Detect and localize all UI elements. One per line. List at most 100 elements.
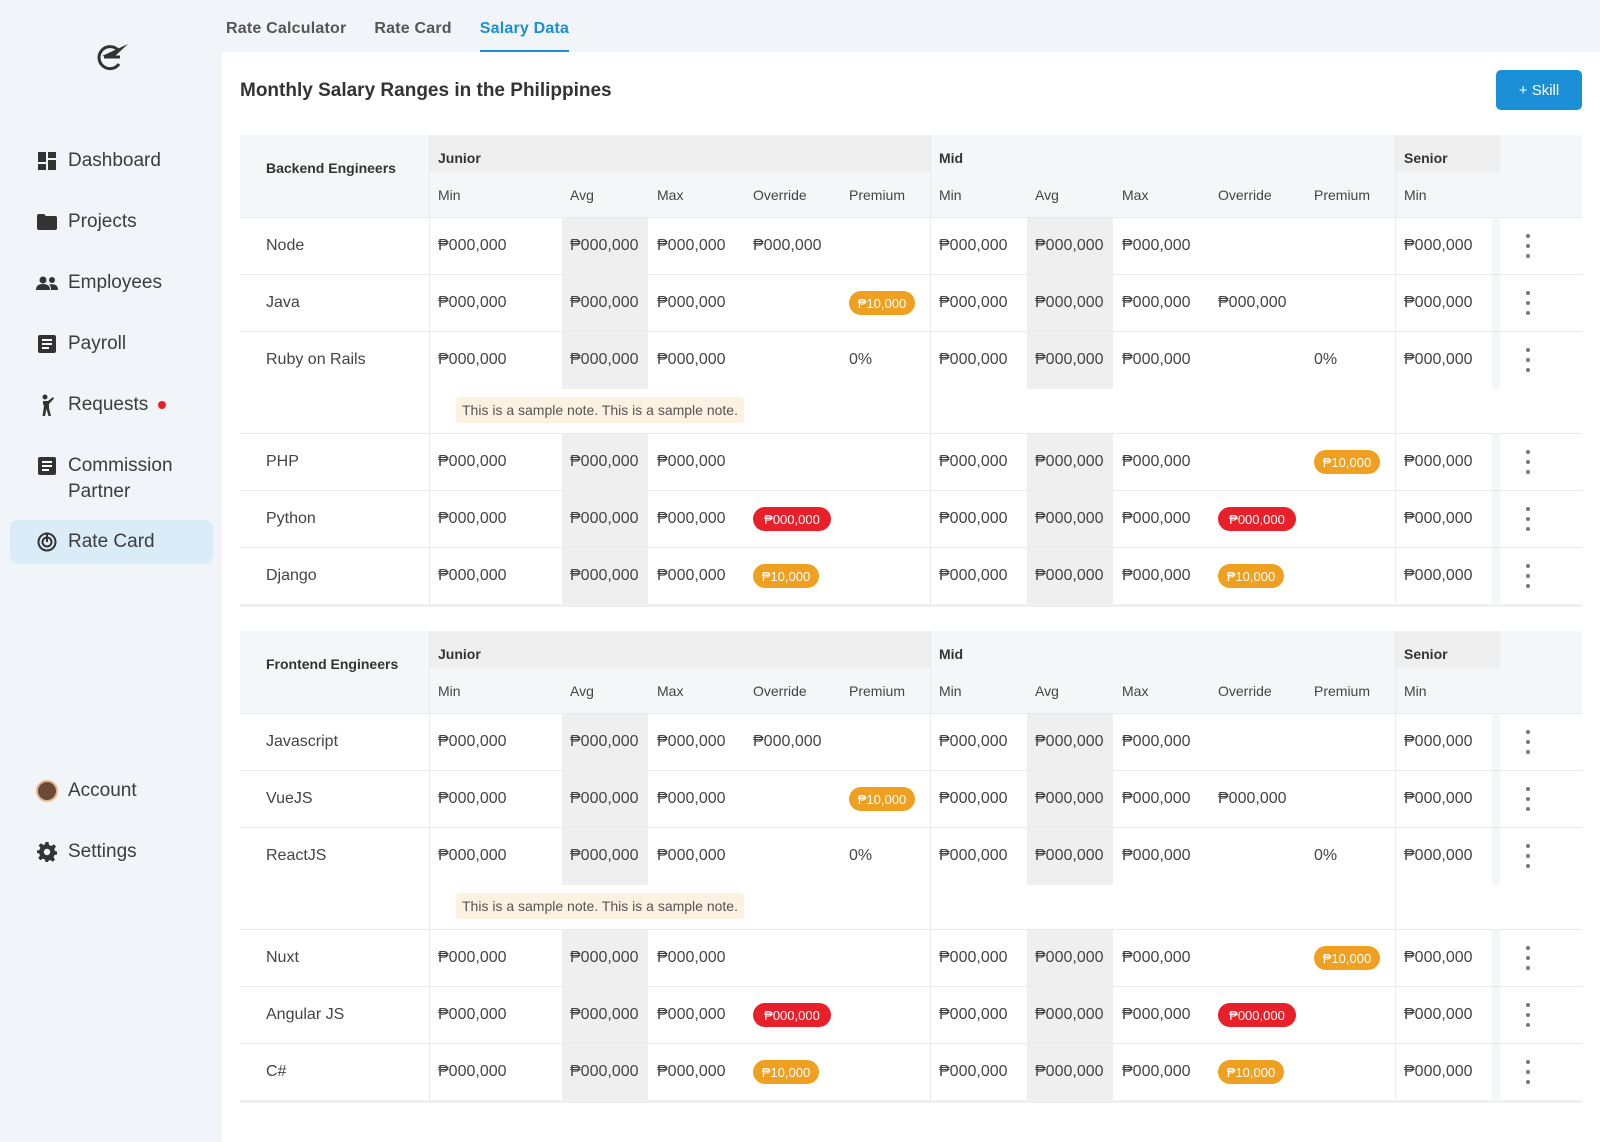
junior-min-cell: ₱000,000 <box>438 949 507 966</box>
mid-min-cell: ₱000,000 <box>939 949 1008 966</box>
kebab-menu-icon[interactable] <box>1526 1003 1530 1027</box>
column-header-mid-override: Override <box>1218 187 1272 203</box>
row-gutter <box>1492 987 1500 1044</box>
junior-min-cell: ₱000,000 <box>438 351 507 368</box>
column-divider <box>1395 771 1396 827</box>
tab-bar: Rate Calculator Rate Card Salary Data <box>226 0 597 52</box>
column-header-junior-premium: Premium <box>849 683 906 699</box>
red-badge: ₱000,000 <box>753 1003 831 1027</box>
orange-badge: ₱10,000 <box>849 291 915 315</box>
red-badge: ₱000,000 <box>1218 1003 1296 1027</box>
row-gutter <box>1492 828 1500 885</box>
avg-column-band <box>1027 332 1113 389</box>
orange-badge: ₱10,000 <box>1314 946 1380 970</box>
row-gutter <box>1492 218 1500 275</box>
sidebar-item-projects[interactable]: Projects <box>10 197 213 247</box>
mid-max-cell: ₱000,000 <box>1122 733 1191 750</box>
column-divider <box>429 631 430 713</box>
sidebar-icon-slot <box>36 331 58 357</box>
orange-badge: ₱10,000 <box>753 1060 819 1084</box>
sidebar-item-commission-partner[interactable]: Commission Partner <box>10 441 213 517</box>
column-header-junior-override: Override <box>753 187 807 203</box>
table-row[interactable]: Python ₱000,000 ₱000,000 ₱000,000 ₱000,000 ₱0… <box>240 490 1582 548</box>
kebab-menu-icon[interactable] <box>1526 844 1530 868</box>
column-divider <box>1395 631 1396 713</box>
table-row[interactable]: VueJS ₱000,000 ₱000,000 ₱000,000 ₱10,000 ₱000… <box>240 770 1582 828</box>
gear-icon <box>37 842 57 862</box>
mid-min-cell: ₱000,000 <box>939 567 1008 584</box>
row-gutter <box>1492 332 1500 389</box>
kebab-menu-icon[interactable] <box>1526 946 1530 970</box>
avg-column-band <box>1027 828 1113 885</box>
skill-name: Django <box>266 567 317 584</box>
level-header-mid: Mid <box>939 646 964 662</box>
row-gutter <box>1492 714 1500 771</box>
sidebar-item-employees[interactable]: Employees <box>10 258 213 308</box>
table-row[interactable]: Javascript ₱000,000 ₱000,000 ₱000,000 ₱000,0… <box>240 713 1582 771</box>
column-divider <box>1395 930 1396 986</box>
sidebar-item-requests[interactable]: Requests <box>10 380 213 430</box>
sidebar-item-dashboard[interactable]: Dashboard <box>10 136 213 186</box>
mid-min-cell: ₱000,000 <box>939 294 1008 311</box>
column-divider <box>1395 987 1396 1043</box>
table-row[interactable]: PHP ₱000,000 ₱000,000 ₱000,000 ₱000,000 ₱000,… <box>240 433 1582 491</box>
column-header-mid-override: Override <box>1218 683 1272 699</box>
table-row[interactable]: Node ₱000,000 ₱000,000 ₱000,000 ₱000,000 ₱000… <box>240 217 1582 275</box>
add-skill-button[interactable]: + Skill <box>1496 70 1582 110</box>
junior-max-cell: ₱000,000 <box>657 847 726 864</box>
table-row[interactable]: Ruby on Rails ₱000,000 ₱000,000 ₱000,000 0% ₱… <box>240 331 1582 433</box>
tab-rate-card[interactable]: Rate Card <box>374 20 452 37</box>
mid-min-cell: ₱000,000 <box>939 1063 1008 1080</box>
junior-avg-cell: ₱000,000 <box>570 453 639 470</box>
sidebar-item-rate-card[interactable]: Rate Card <box>10 520 213 564</box>
table-row[interactable]: ReactJS ₱000,000 ₱000,000 ₱000,000 0% ₱000,00… <box>240 827 1582 929</box>
kebab-menu-icon[interactable] <box>1526 564 1530 588</box>
column-header-senior-min: Min <box>1404 187 1427 203</box>
junior-avg-cell: ₱000,000 <box>570 949 639 966</box>
group-label: Frontend Engineers <box>266 656 399 672</box>
tab-salary-data[interactable]: Salary Data <box>479 0 570 52</box>
table-row[interactable]: Java ₱000,000 ₱000,000 ₱000,000 ₱10,000 ₱000,… <box>240 274 1582 332</box>
table-row[interactable]: Nuxt ₱000,000 ₱000,000 ₱000,000 ₱000,000 ₱000… <box>240 929 1582 987</box>
mid-min-cell: ₱000,000 <box>939 237 1008 254</box>
skill-name: ReactJS <box>266 847 327 864</box>
avg-column-band <box>562 828 648 885</box>
junior-min-cell: ₱000,000 <box>438 733 507 750</box>
column-divider <box>429 275 430 331</box>
column-divider <box>1395 218 1396 274</box>
kebab-menu-icon[interactable] <box>1526 234 1530 258</box>
mid-avg-cell: ₱000,000 <box>1035 949 1104 966</box>
mid-min-cell: ₱000,000 <box>939 351 1008 368</box>
mid-max-cell: ₱000,000 <box>1122 510 1191 527</box>
kebab-menu-icon[interactable] <box>1526 348 1530 372</box>
request-icon <box>39 394 55 416</box>
table-row[interactable]: C# ₱000,000 ₱000,000 ₱000,000 ₱10,000 ₱000,00… <box>240 1043 1582 1101</box>
avg-column-band <box>562 434 648 491</box>
table-row[interactable]: Angular JS ₱000,000 ₱000,000 ₱000,000 ₱000,0… <box>240 986 1582 1044</box>
sidebar-item-account[interactable]: Account <box>10 766 213 816</box>
column-divider <box>1395 135 1396 217</box>
sidebar: Dashboard Projects Employees Payroll Request… <box>0 0 218 1142</box>
kebab-menu-icon[interactable] <box>1526 450 1530 474</box>
avg-column-band <box>562 218 648 275</box>
mid-avg-cell: ₱000,000 <box>1035 1006 1104 1023</box>
senior-min-cell: ₱000,000 <box>1404 733 1473 750</box>
kebab-menu-icon[interactable] <box>1526 1060 1530 1084</box>
sidebar-item-settings[interactable]: Settings <box>10 827 213 877</box>
mid-min-cell: ₱000,000 <box>939 510 1008 527</box>
row-gutter <box>1492 275 1500 332</box>
kebab-menu-icon[interactable] <box>1526 787 1530 811</box>
salary-table-backend-engineers: Backend Engineers Junior Mid Senior Min Min Av… <box>240 135 1582 607</box>
notification-dot <box>158 401 167 409</box>
column-divider <box>930 987 931 1043</box>
table-row[interactable]: Django ₱000,000 ₱000,000 ₱000,000 ₱10,000 ₱00… <box>240 547 1582 605</box>
column-header-mid-min: Min <box>939 683 962 699</box>
mid-avg-cell: ₱000,000 <box>1035 237 1104 254</box>
kebab-menu-icon[interactable] <box>1526 507 1530 531</box>
kebab-menu-icon[interactable] <box>1526 730 1530 754</box>
app-logo-icon <box>97 44 128 71</box>
sidebar-item-payroll[interactable]: Payroll <box>10 319 213 369</box>
column-divider <box>930 828 931 929</box>
kebab-menu-icon[interactable] <box>1526 291 1530 315</box>
tab-rate-calculator[interactable]: Rate Calculator <box>226 20 347 37</box>
